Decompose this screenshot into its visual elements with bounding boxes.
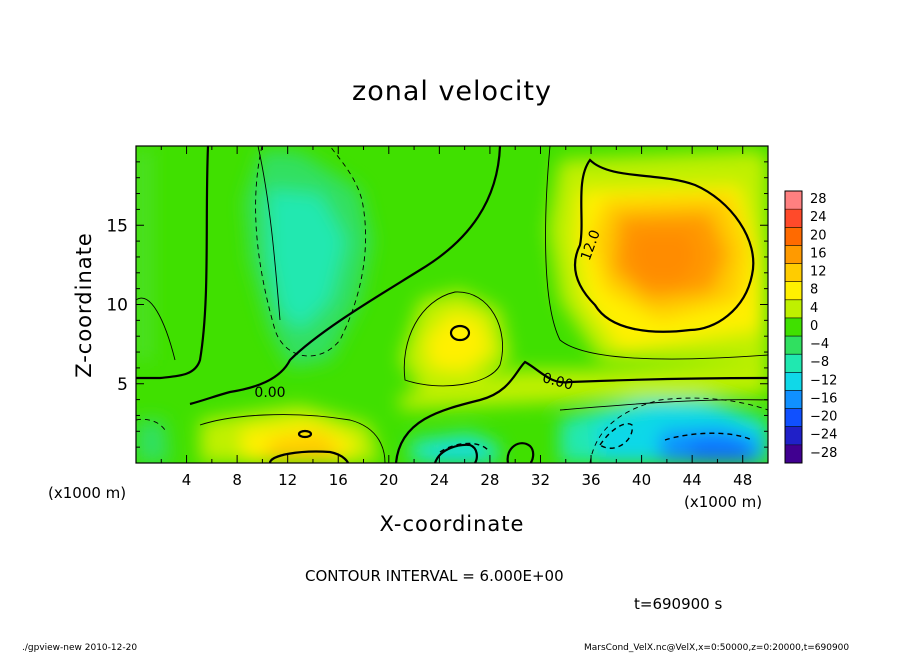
x-tick-label: 48 <box>733 471 752 489</box>
colorbar-label: −16 <box>810 391 837 406</box>
svg-text:0.00: 0.00 <box>254 385 285 401</box>
y-tick-label: 10 <box>106 296 128 316</box>
colorbar-label: 16 <box>810 246 827 261</box>
contour-interval-note: CONTOUR INTERVAL = 6.000E+00 <box>305 567 564 585</box>
footer-left: ./gpview-new 2010-12-20 <box>22 643 138 653</box>
colorbar-swatch <box>785 299 802 318</box>
svg-text:0.00: 0.00 <box>541 370 575 394</box>
colorbar-swatch <box>785 336 802 355</box>
colorbar-swatch <box>785 317 802 337</box>
colorbar-label: 20 <box>810 228 827 243</box>
colorbar-swatch <box>785 372 802 391</box>
colorbar-label: −20 <box>810 410 837 425</box>
x-tick-label: 24 <box>430 471 449 489</box>
colorbar-swatch <box>785 354 802 373</box>
x-tick-label: 36 <box>581 471 600 489</box>
colorbar-label: 4 <box>810 301 818 316</box>
colorbar-label: 0 <box>810 319 818 334</box>
colorbar-swatch <box>785 245 802 264</box>
colorbar-swatch <box>785 191 802 210</box>
colorbar-swatch <box>785 444 802 463</box>
chart-title: zonal velocity <box>352 76 552 107</box>
colorbar-swatch <box>785 426 802 445</box>
x-unit-label-left: (x1000 m) <box>48 484 127 502</box>
x-tick-label: 20 <box>379 471 398 489</box>
x-axis-label: X-coordinate <box>379 512 525 536</box>
colorbar: 28 24 20 16 12 8 4 0 −4 −8 −12 −16 −20 −24 −28 <box>784 190 837 464</box>
time-note: t=690900 s <box>634 595 723 613</box>
colorbar-label: −4 <box>810 337 829 352</box>
y-axis-label: Z-coordinate <box>72 232 96 378</box>
colorbar-label: −28 <box>810 446 837 461</box>
colorbar-swatch <box>785 390 802 409</box>
x-tick-label: 16 <box>329 471 348 489</box>
colorbar-label: 12 <box>810 265 827 280</box>
colorbar-swatch <box>785 227 802 246</box>
x-tick-label: 8 <box>232 471 242 489</box>
colorbar-label: 8 <box>810 283 818 298</box>
x-tick-label: 40 <box>632 471 651 489</box>
contour-label: 0.00 <box>254 385 285 401</box>
y-tick-label: 15 <box>106 216 128 236</box>
x-tick-label: 44 <box>683 471 702 489</box>
colorbar-label: 24 <box>810 210 827 225</box>
colorbar-label: −12 <box>810 373 837 388</box>
heatmap-field <box>136 146 768 463</box>
colorbar-swatch <box>785 263 802 282</box>
x-tick-label: 4 <box>182 471 192 489</box>
colorbar-label: −8 <box>810 355 829 370</box>
x-tick-label: 12 <box>278 471 297 489</box>
footer-right: MarsCond_VelX.nc@VelX,x=0:50000,z=0:2000… <box>584 643 850 653</box>
x-tick-label: 28 <box>480 471 499 489</box>
colorbar-swatch <box>785 408 802 427</box>
colorbar-swatch <box>785 281 802 300</box>
y-tick-label: 5 <box>117 375 128 395</box>
colorbar-swatch <box>785 209 802 228</box>
colorbar-label: 28 <box>810 192 827 207</box>
x-unit-label-right: (x1000 m) <box>684 493 763 511</box>
contour-label: 0.00 <box>541 370 575 394</box>
x-tick-label: 32 <box>531 471 550 489</box>
colorbar-label: −24 <box>810 428 837 443</box>
